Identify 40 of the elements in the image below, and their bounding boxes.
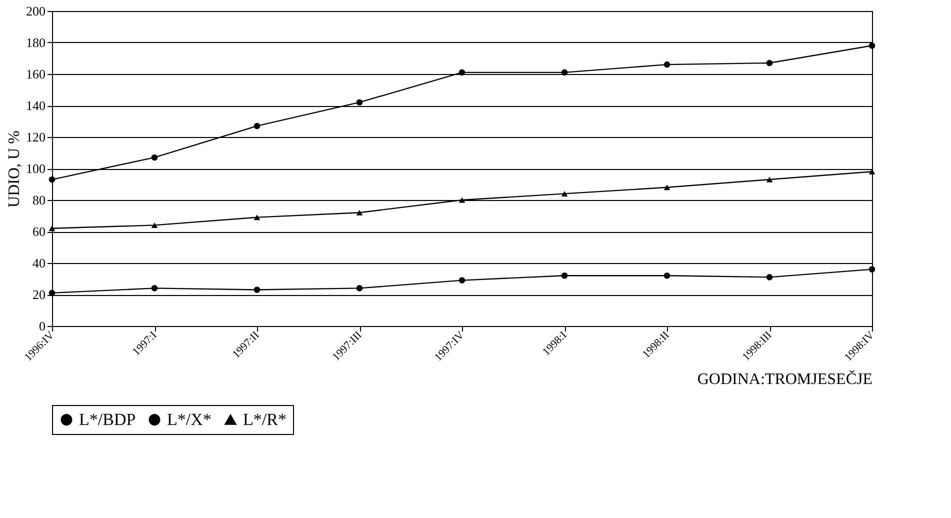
point [868,42,876,49]
point [561,190,568,196]
point [356,99,363,106]
point [664,272,670,279]
point [458,197,466,203]
x-axis-title: GODINA:TROMJESEČJE [697,370,872,388]
y-tick-label: 160 [26,66,46,82]
point [254,214,260,220]
point [664,61,670,68]
y-tick-label: 140 [26,98,46,113]
y-tick-label: 180 [26,35,46,50]
point [561,69,568,76]
point [356,285,363,292]
y-tick-label: 40 [32,256,46,270]
point [868,266,876,272]
y-tick-label: 80 [32,192,46,208]
y-tick-label: 0 [39,318,46,334]
point [766,176,773,182]
point [561,272,568,279]
y-tick-label: 60 [32,224,46,239]
point [356,210,363,216]
point [766,60,773,66]
y-tick-label: 100 [26,161,46,176]
point [48,176,56,183]
y-tick-label: 200 [26,4,46,18]
y-tick-label: 20 [32,287,46,302]
point [664,184,670,190]
point [254,122,260,130]
legend-label: L*/R* [243,410,286,429]
y-tick-label: 120 [26,130,46,144]
legend-label: L*/BDP [79,410,136,429]
point [151,285,158,292]
point [151,222,158,228]
point [458,277,466,284]
point [151,154,158,161]
point [766,274,773,280]
point [254,286,260,293]
y-axis-title: UDIO, U % [6,130,23,208]
point [458,69,466,76]
legend-label: L*/X* [167,410,212,429]
